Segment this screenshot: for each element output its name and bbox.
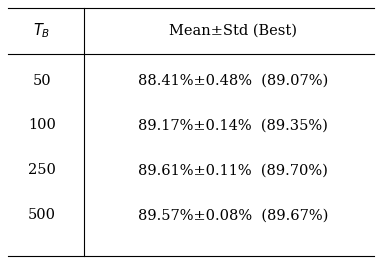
Text: 89.17%±0.14%  (89.35%): 89.17%±0.14% (89.35%) <box>138 118 328 133</box>
Text: 250: 250 <box>28 163 56 177</box>
Text: $T_B$: $T_B$ <box>33 21 51 40</box>
Text: 89.57%±0.08%  (89.67%): 89.57%±0.08% (89.67%) <box>138 208 328 222</box>
Text: 50: 50 <box>33 73 51 88</box>
Text: 89.61%±0.11%  (89.70%): 89.61%±0.11% (89.70%) <box>138 163 328 177</box>
Text: Mean±Std (Best): Mean±Std (Best) <box>169 23 297 37</box>
Text: 500: 500 <box>28 208 56 222</box>
Text: 88.41%±0.48%  (89.07%): 88.41%±0.48% (89.07%) <box>138 73 328 88</box>
Text: 100: 100 <box>28 118 56 133</box>
